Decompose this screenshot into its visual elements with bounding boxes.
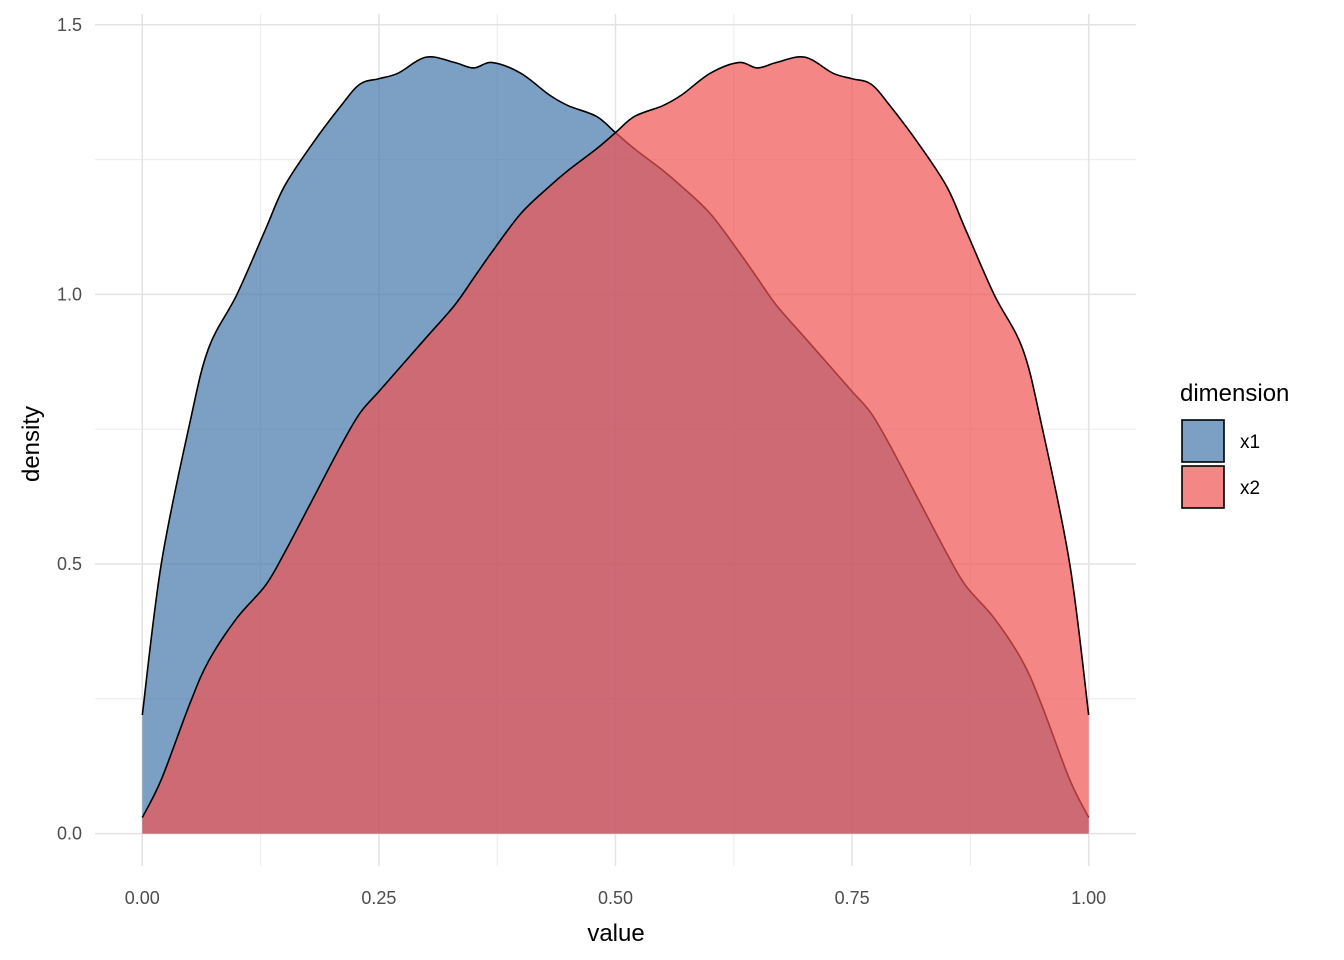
legend-key-x2 [1181, 465, 1225, 509]
y-axis-ticks: 0.0 0.5 1.0 1.5 [57, 15, 82, 844]
legend-label-x1: x1 [1240, 432, 1260, 453]
y-tick-label: 1.5 [57, 15, 82, 35]
x-tick-label: 0.25 [361, 888, 396, 908]
y-axis-title: density [18, 406, 45, 482]
x-tick-label: 0.75 [835, 888, 870, 908]
x-axis-title: value [587, 920, 644, 947]
legend-label-x2: x2 [1240, 478, 1260, 499]
y-tick-label: 1.0 [57, 284, 82, 304]
density-areas [141, 55, 1090, 834]
y-tick-label: 0.0 [57, 824, 82, 844]
density-outline-x2 [141, 55, 1090, 818]
x-tick-label: 0.00 [125, 888, 160, 908]
legend-key-x1 [1181, 419, 1225, 463]
y-tick-label: 0.5 [57, 554, 82, 574]
legend: dimension x1 x2 [1180, 380, 1289, 509]
legend-title: dimension [1180, 380, 1289, 407]
legend-items: x1 x2 [1181, 419, 1260, 509]
x-axis-ticks: 0.00 0.25 0.50 0.75 1.00 [125, 888, 1106, 908]
x-tick-label: 1.00 [1071, 888, 1106, 908]
density-area-x2 [142, 56, 1089, 834]
x-tick-label: 0.50 [598, 888, 633, 908]
